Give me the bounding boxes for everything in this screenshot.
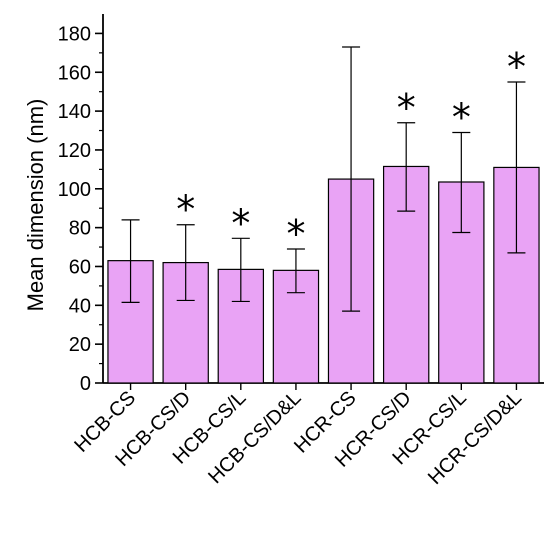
significance-marker-8: * [507,45,526,89]
y-tick-label-20: 20 [69,334,91,356]
significance-marker-6: * [397,86,416,130]
significance-marker-4: * [286,212,305,256]
bar-1 [107,260,154,384]
plot-area: 020406080100120140160180HCB-CS*HCB-CS/D*… [58,14,544,489]
y-tick-label-40: 40 [69,295,91,317]
y-tick-label-0: 0 [80,373,91,395]
y-tick-label-160: 160 [58,62,91,84]
significance-marker-2: * [176,188,195,232]
y-tick-label-120: 120 [58,140,91,162]
y-tick-label-60: 60 [69,256,91,278]
y-tick-label-100: 100 [58,179,91,201]
significance-marker-7: * [452,95,471,139]
significance-marker-3: * [231,201,250,245]
y-tick-label-80: 80 [69,218,91,240]
y-tick-label-180: 180 [58,23,91,45]
y-axis-title: Mean dimension (nm) [23,99,48,312]
y-tick-label-140: 140 [58,101,91,123]
